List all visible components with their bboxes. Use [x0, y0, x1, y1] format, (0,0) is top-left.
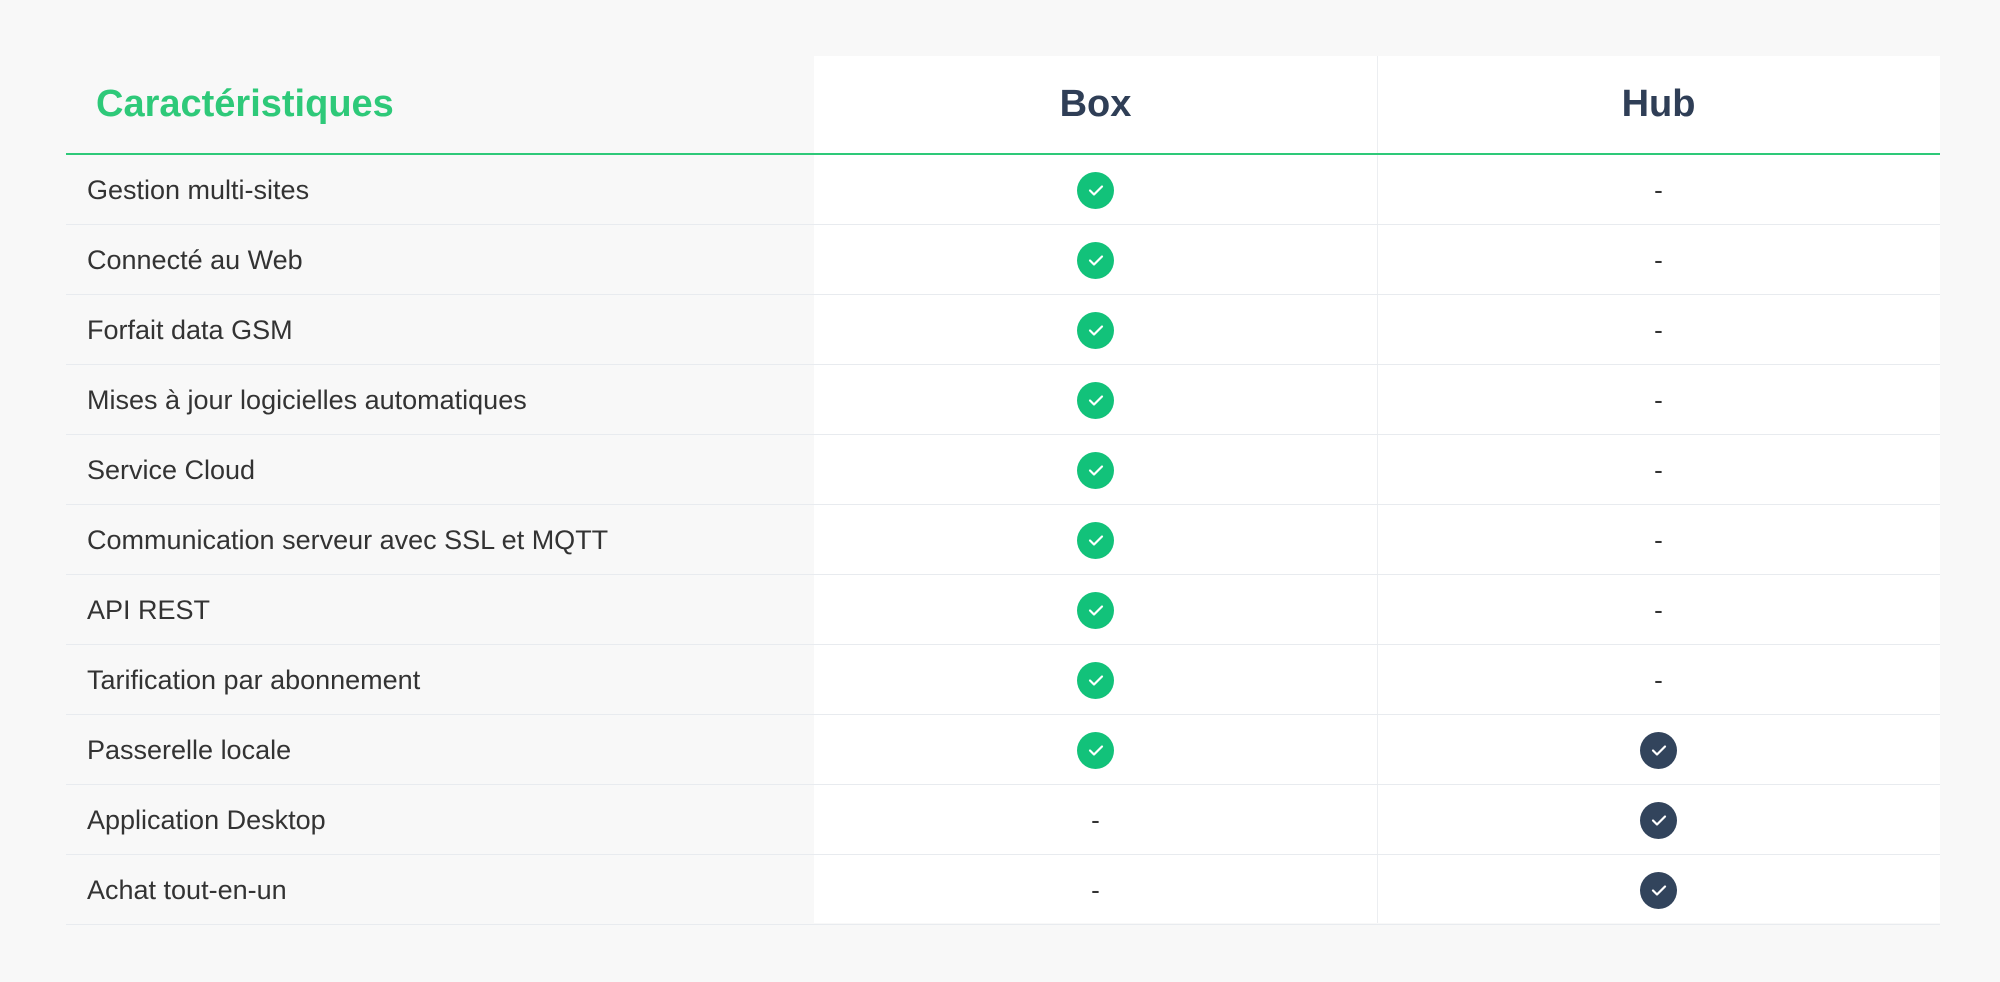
feature-label: Connecté au Web: [87, 245, 303, 275]
dash-text: -: [1654, 314, 1663, 345]
dash-text: -: [1654, 524, 1663, 555]
box-cell: [814, 365, 1377, 435]
dash-text: -: [1654, 454, 1663, 485]
hub-cell: -: [1377, 435, 1940, 505]
dash-text: -: [1654, 174, 1663, 205]
check-icon: [1077, 661, 1114, 699]
check-icon: [1077, 591, 1114, 629]
hub-column-bg: [1377, 56, 1940, 923]
table-row: Communication serveur avec SSL et MQTT -: [66, 505, 1940, 575]
feature-label: Passerelle locale: [87, 735, 292, 765]
features-heading: Caractéristiques: [96, 83, 394, 125]
check-icon: [1077, 731, 1114, 769]
box-cell: -: [814, 785, 1377, 855]
feature-label: Mises à jour logicielles automatiques: [87, 385, 527, 415]
feature-label: Achat tout-en-un: [87, 875, 287, 905]
box-cell: [814, 645, 1377, 715]
check-icon: [1077, 381, 1114, 419]
table-row: API REST -: [66, 575, 1940, 645]
header-divider: [66, 153, 1940, 155]
hub-cell: -: [1377, 225, 1940, 295]
table-row: Tarification par abonnement -: [66, 645, 1940, 715]
column-divider: [1377, 56, 1378, 923]
table-row: Achat tout-en-un -: [66, 855, 1940, 925]
hub-cell: [1377, 785, 1940, 855]
table-row: Forfait data GSM -: [66, 295, 1940, 365]
check-icon: [1077, 241, 1114, 279]
feature-label: Service Cloud: [87, 455, 256, 485]
hub-cell: -: [1377, 155, 1940, 225]
check-icon: [1640, 801, 1677, 839]
table-row: Gestion multi-sites -: [66, 155, 1940, 225]
box-cell: [814, 715, 1377, 785]
check-icon: [1640, 871, 1677, 909]
check-icon: [1077, 521, 1114, 559]
hub-cell: -: [1377, 645, 1940, 715]
table-row: Mises à jour logicielles automatiques -: [66, 365, 1940, 435]
hub-cell: -: [1377, 575, 1940, 645]
table-row: Application Desktop -: [66, 785, 1940, 855]
table-row: Connecté au Web -: [66, 225, 1940, 295]
box-cell: [814, 435, 1377, 505]
box-cell: [814, 155, 1377, 225]
table-row: Service Cloud -: [66, 435, 1940, 505]
feature-label: Forfait data GSM: [87, 315, 293, 345]
feature-label: Tarification par abonnement: [87, 665, 421, 695]
check-icon: [1640, 731, 1677, 769]
dash-text: -: [1091, 804, 1100, 835]
feature-label: Gestion multi-sites: [87, 175, 310, 205]
table-row: Passerelle locale: [66, 715, 1940, 785]
check-icon: [1077, 171, 1114, 209]
box-cell: -: [814, 855, 1377, 925]
feature-label: Communication serveur avec SSL et MQTT: [87, 525, 609, 555]
feature-label: API REST: [87, 595, 211, 625]
check-icon: [1077, 311, 1114, 349]
hub-cell: -: [1377, 505, 1940, 575]
column-header-hub: Hub: [1621, 83, 1696, 125]
hub-cell: -: [1377, 295, 1940, 365]
hub-cell: [1377, 715, 1940, 785]
dash-text: -: [1654, 664, 1663, 695]
box-cell: [814, 505, 1377, 575]
check-icon: [1077, 451, 1114, 489]
box-cell: [814, 575, 1377, 645]
box-cell: [814, 295, 1377, 365]
feature-label: Application Desktop: [87, 805, 326, 835]
column-header-box: Box: [1059, 83, 1132, 125]
dash-text: -: [1091, 874, 1100, 905]
hub-cell: -: [1377, 365, 1940, 435]
hub-cell: [1377, 855, 1940, 925]
dash-text: -: [1654, 244, 1663, 275]
dash-text: -: [1654, 384, 1663, 415]
box-cell: [814, 225, 1377, 295]
dash-text: -: [1654, 594, 1663, 625]
